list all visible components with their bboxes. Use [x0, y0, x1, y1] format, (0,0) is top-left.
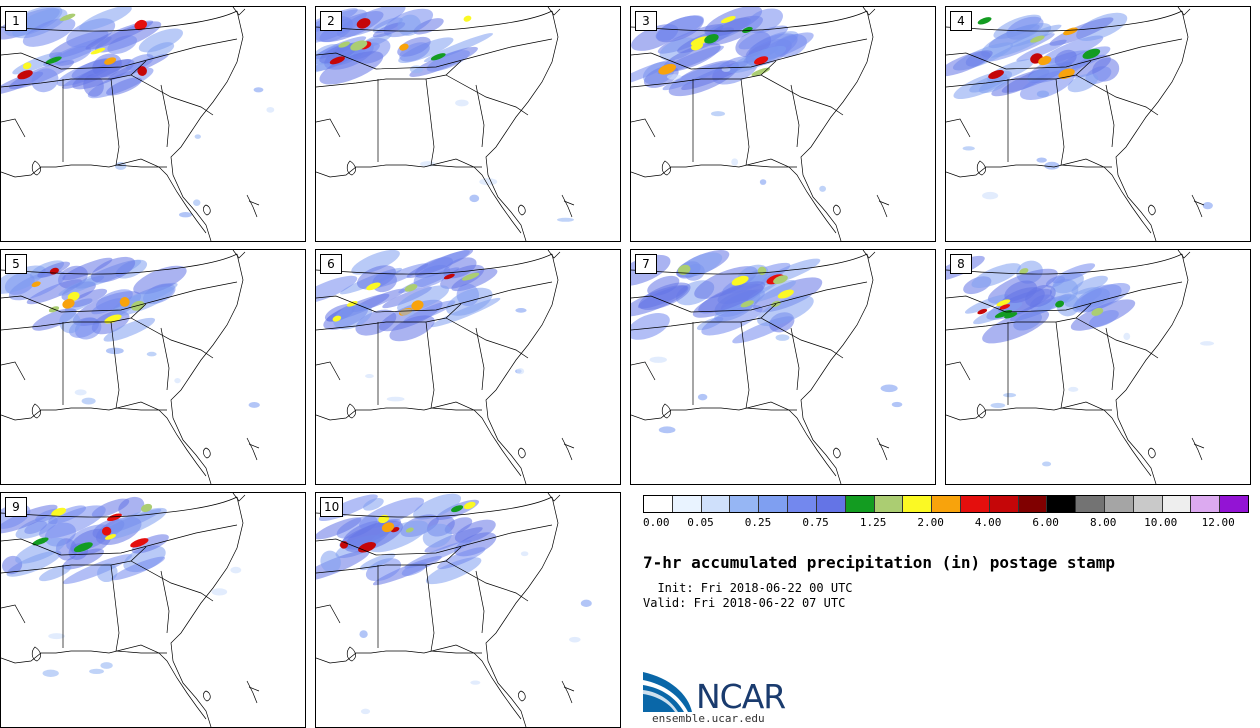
- colorbar-tick-label: 4.00: [974, 516, 1002, 529]
- member-label: 10: [320, 497, 344, 517]
- stamp-panel: 8: [945, 249, 1251, 485]
- stamp-panel: 2: [315, 6, 621, 242]
- colorbar-swatch: [816, 496, 846, 512]
- colorbar-tick-label: 0.00: [643, 516, 670, 529]
- stamp-panel: 9: [0, 492, 306, 728]
- member-label: 2: [320, 11, 342, 31]
- colorbar-swatch: [845, 496, 875, 512]
- precip-map: [1, 7, 275, 241]
- stamp-panel: 5: [0, 249, 306, 485]
- member-label: 3: [635, 11, 657, 31]
- colorbar-swatch: [874, 496, 904, 512]
- colorbar-swatch: [1076, 496, 1105, 512]
- member-label: 1: [5, 11, 27, 31]
- member-label: 8: [950, 254, 972, 274]
- stamp-panel: 7: [630, 249, 936, 485]
- precip-map: [1, 493, 260, 727]
- colorbar-swatch: [960, 496, 990, 512]
- colorbar-swatch: [989, 496, 1019, 512]
- precipitation-colorbar: [643, 495, 1249, 513]
- stamp-panel: 6: [315, 249, 621, 485]
- precip-map: [946, 250, 1215, 484]
- precip-map: [946, 7, 1213, 241]
- chart-title: 7-hr accumulated precipitation (in) post…: [643, 553, 1116, 572]
- colorbar-tick-label: 12.00: [1201, 516, 1235, 529]
- logo-wordmark: NCAR: [696, 677, 786, 716]
- colorbar-tick-label: 0.75: [802, 516, 829, 529]
- colorbar-swatch: [932, 496, 961, 512]
- member-label: 4: [950, 11, 972, 31]
- colorbar-tick-label: 8.00: [1089, 516, 1117, 529]
- colorbar-swatch: [1018, 496, 1048, 512]
- colorbar-swatch: [672, 496, 702, 512]
- colorbar-swatch: [701, 496, 731, 512]
- precip-map: [316, 493, 592, 727]
- colorbar-swatch: [903, 496, 933, 512]
- colorbar-tick-label: 10.00: [1144, 516, 1178, 529]
- precip-map: [631, 7, 890, 241]
- ncar-logo-icon: [643, 672, 692, 712]
- colorbar-swatch: [788, 496, 817, 512]
- precip-map: [316, 7, 575, 241]
- colorbar-swatch: [1220, 496, 1249, 512]
- colorbar-tick-label: 2.00: [917, 516, 944, 529]
- member-label: 9: [5, 497, 27, 517]
- member-label: 7: [635, 254, 657, 274]
- precip-map: [1, 250, 260, 484]
- colorbar-tick-label: 1.25: [859, 516, 887, 529]
- colorbar-tick-label: 0.05: [687, 516, 714, 529]
- stamp-panel: 3: [630, 6, 936, 242]
- colorbar-swatch: [759, 496, 789, 512]
- colorbar-tick-label: 0.25: [744, 516, 772, 529]
- colorbar-swatch: [644, 496, 673, 512]
- valid-time: Valid: Fri 2018-06-22 07 UTC: [643, 596, 846, 610]
- colorbar-swatch: [1047, 496, 1077, 512]
- precip-map: [631, 250, 903, 484]
- colorbar-swatch: [1191, 496, 1221, 512]
- stamp-panel: 4: [945, 6, 1251, 242]
- member-label: 6: [320, 254, 342, 274]
- logo-url: ensemble.ucar.edu: [652, 712, 765, 725]
- member-label: 5: [5, 254, 27, 274]
- colorbar-swatch: [1133, 496, 1163, 512]
- init-time: Init: Fri 2018-06-22 00 UTC: [643, 581, 853, 595]
- colorbar-tick-label: 6.00: [1032, 516, 1059, 529]
- stamp-panel: 1: [0, 6, 306, 242]
- precip-map: [316, 250, 575, 484]
- colorbar-swatch: [1105, 496, 1134, 512]
- stamp-panel: 10: [315, 492, 621, 728]
- colorbar-swatch: [730, 496, 760, 512]
- colorbar-swatch: [1162, 496, 1192, 512]
